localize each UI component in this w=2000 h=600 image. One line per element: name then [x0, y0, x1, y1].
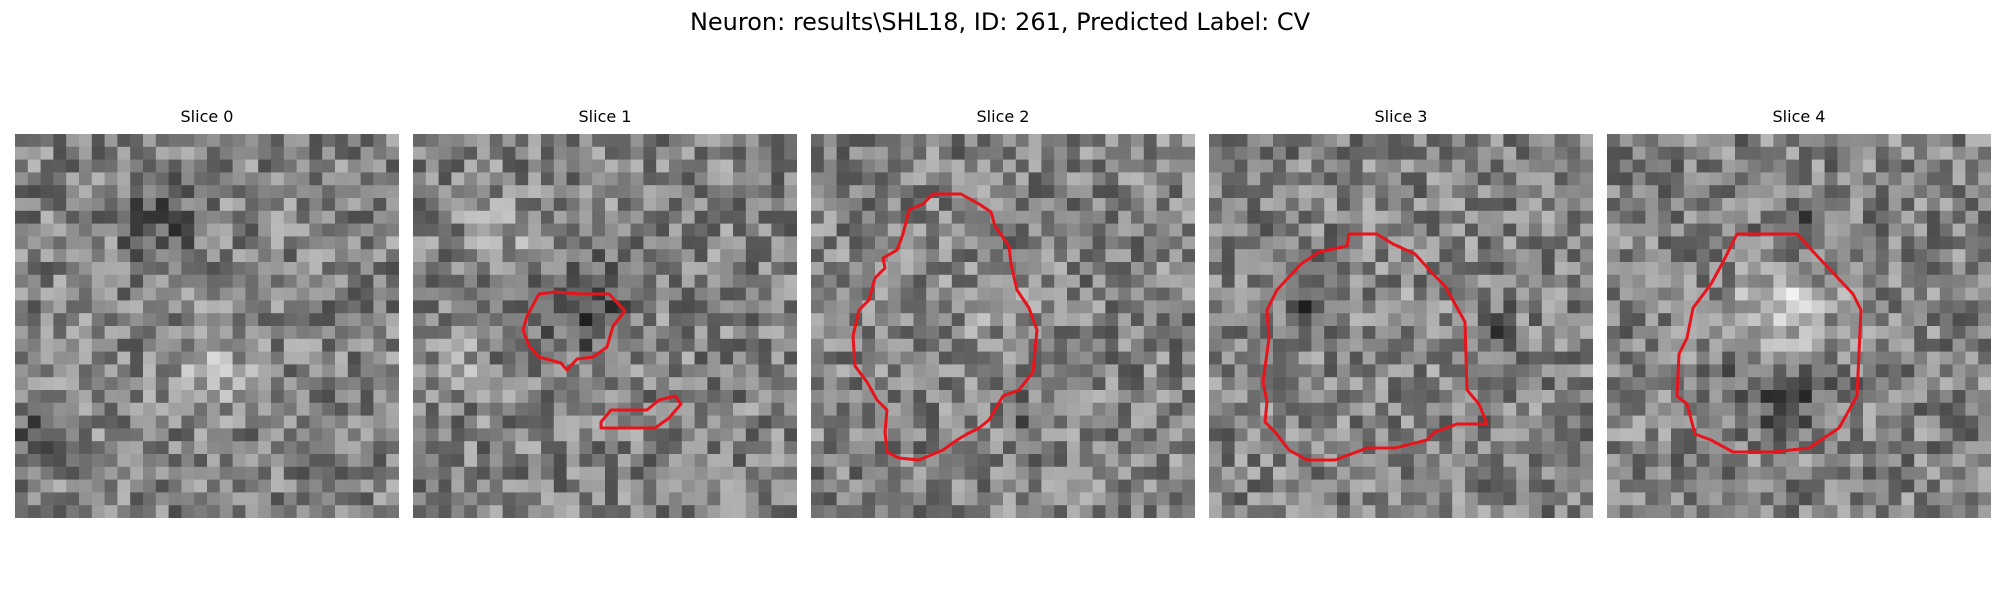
slice-title: Slice 0	[180, 107, 234, 126]
slice-image-2	[811, 134, 1195, 518]
slice-image-1	[413, 134, 797, 518]
slice-image-3	[1209, 134, 1593, 518]
segmentation-contour	[1261, 232, 1489, 462]
slice-title: Slice 2	[976, 107, 1030, 126]
segmentation-contour	[521, 290, 627, 372]
figure-title: Neuron: results\SHL18, ID: 261, Predicte…	[689, 8, 1311, 36]
segmentation-contour	[851, 192, 1039, 462]
slice-title: Slice 4	[1772, 107, 1826, 126]
slice-image-0	[15, 134, 399, 518]
slice-title: Slice 1	[578, 107, 632, 126]
slice-title: Slice 3	[1374, 107, 1428, 126]
segmentation-contour	[599, 394, 683, 430]
slice-image-4	[1607, 134, 1991, 518]
segmentation-contour	[1675, 232, 1863, 454]
